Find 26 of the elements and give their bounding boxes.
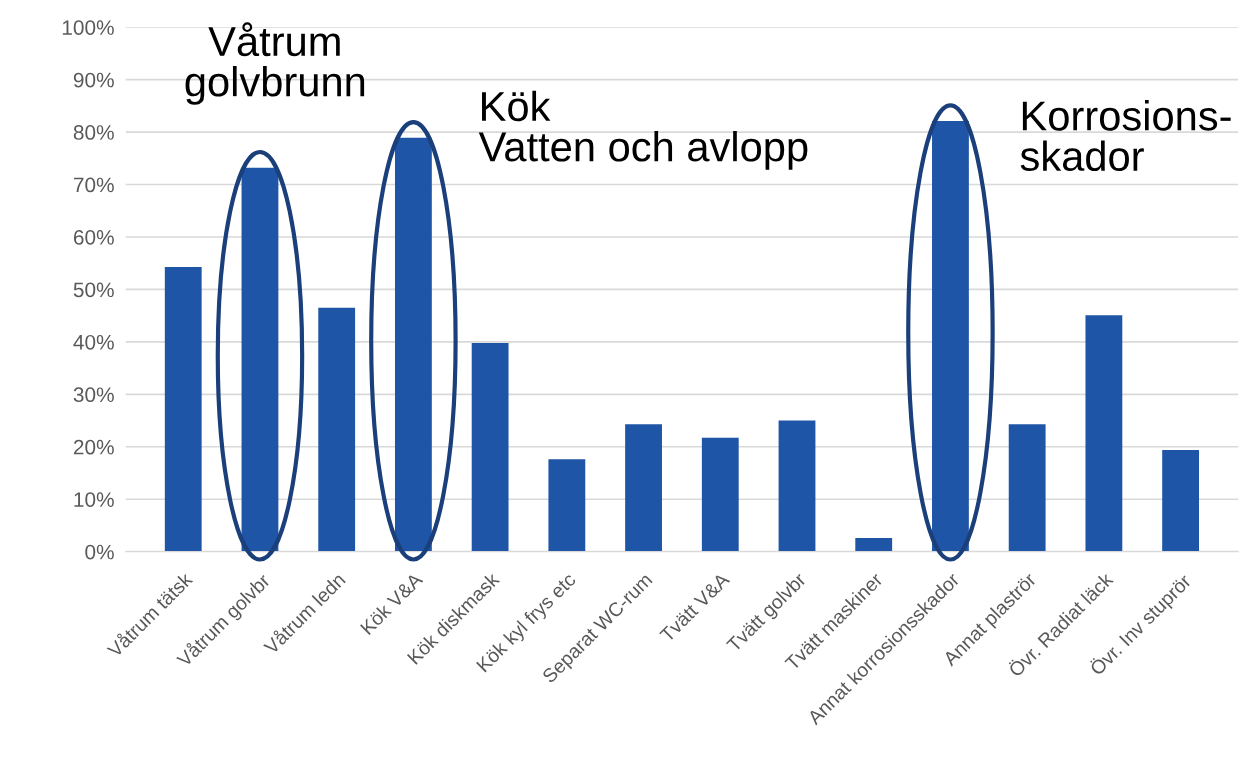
x-tick-label: Kök V&A <box>359 571 424 636</box>
y-tick-label: 90% <box>73 72 114 88</box>
bar <box>318 307 356 552</box>
annotation: Kök Vatten och avlopp <box>478 90 808 170</box>
y-tick-label: 0% <box>85 544 114 560</box>
y-tick-label: 50% <box>73 282 114 298</box>
y-tick-label: 40% <box>73 334 114 350</box>
bar <box>1085 315 1123 552</box>
y-tick-label: 30% <box>73 387 114 403</box>
bar <box>855 538 893 552</box>
y-tick-label: 70% <box>73 177 114 193</box>
bar <box>625 424 662 552</box>
bar <box>1008 424 1046 552</box>
bar <box>701 437 739 552</box>
y-tick-label: 20% <box>73 439 114 455</box>
y-tick-label: 100% <box>62 20 114 35</box>
y-tick-label: 10% <box>74 492 114 507</box>
annotation: Våtrum golvbrunn <box>185 22 365 105</box>
bar <box>471 342 509 552</box>
annotation: Korrosions- skador <box>1020 100 1231 172</box>
bar <box>548 459 586 552</box>
y-tick-label: 80% <box>73 125 114 140</box>
bar <box>164 266 202 552</box>
bar <box>778 420 816 552</box>
bar <box>1162 449 1200 552</box>
y-tick-label: 60% <box>73 229 114 245</box>
